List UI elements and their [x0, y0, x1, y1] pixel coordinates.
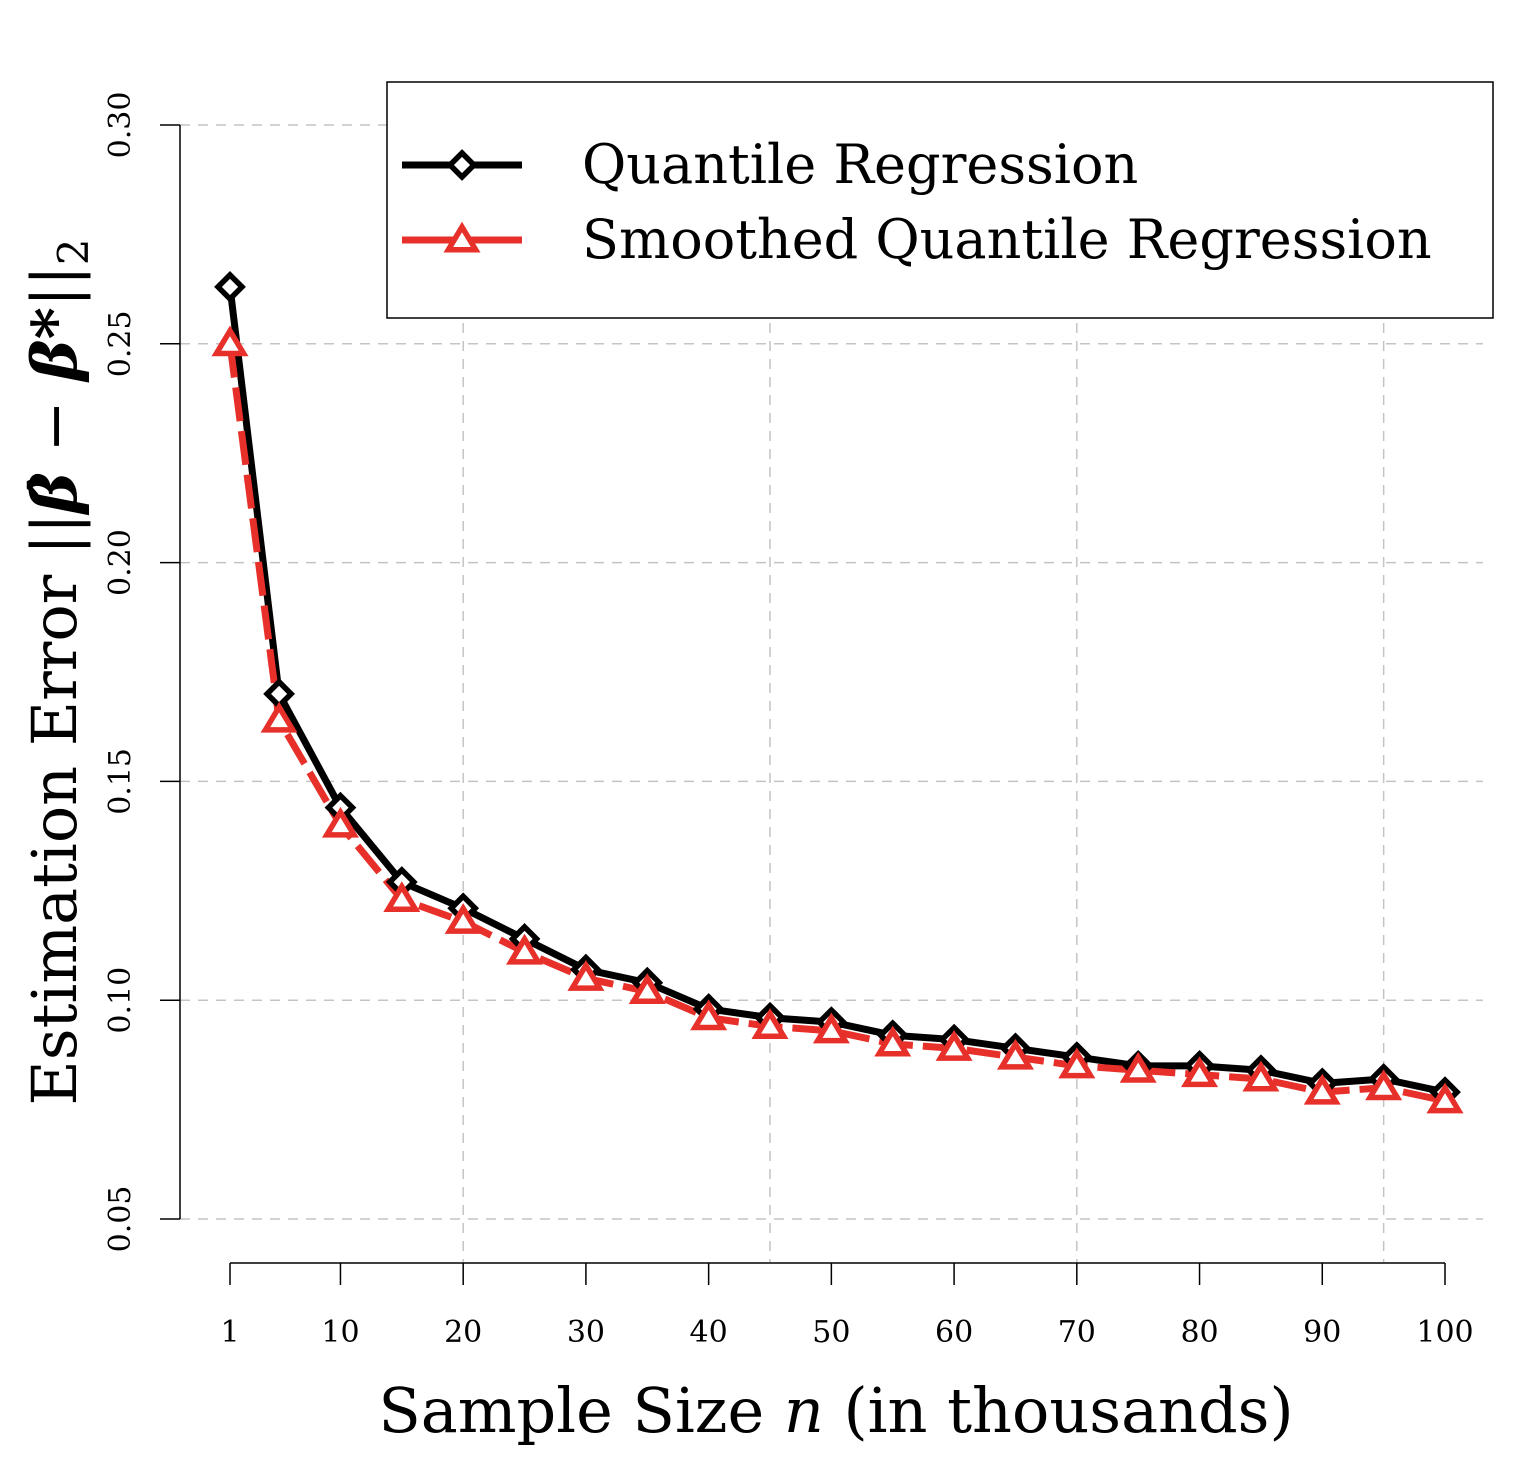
- x-tick-label: 20: [444, 1315, 482, 1350]
- y-tick-label: 0.20: [103, 529, 138, 596]
- triangle-marker: [1365, 1069, 1403, 1101]
- x-tick-label: 40: [690, 1315, 728, 1350]
- series-line-0: [226, 286, 1446, 1096]
- triangle-marker: [260, 701, 298, 733]
- legend-label: Quantile Regression: [582, 133, 1138, 196]
- triangle-marker: [506, 933, 544, 965]
- x-tick-label: 1: [220, 1315, 239, 1350]
- triangle-marker: [628, 973, 666, 1004]
- series-line-1: [226, 343, 1446, 1105]
- triangle-marker: [1181, 1056, 1219, 1088]
- legend-label: Smoothed Quantile Regression: [582, 208, 1432, 271]
- y-axis: 0.05 0.10 0.15 0.20 0.25 0.30: [103, 92, 181, 1253]
- triangle-marker: [996, 1038, 1034, 1070]
- y-tick-label: 0.30: [103, 92, 138, 159]
- y-tick-label: 0.10: [103, 967, 138, 1034]
- triangle-marker: [443, 221, 481, 253]
- triangle-marker: [751, 1008, 789, 1039]
- x-tick-label: 90: [1303, 1315, 1341, 1350]
- series-markers: [211, 271, 1464, 1114]
- triangle-marker: [935, 1029, 973, 1061]
- triangle-marker: [1119, 1051, 1157, 1083]
- x-tick-label: 50: [812, 1315, 850, 1350]
- x-tick-label: 80: [1180, 1315, 1218, 1350]
- triangle-marker: [1242, 1060, 1280, 1092]
- x-tick-label: 30: [567, 1315, 605, 1350]
- diamond-marker: [446, 149, 478, 181]
- triangle-marker: [211, 325, 249, 357]
- triangle-marker: [1303, 1073, 1341, 1105]
- x-tick-label: 10: [321, 1315, 359, 1350]
- triangle-marker: [874, 1025, 912, 1057]
- x-axis: 1 10 20 30 40 50 60 70 80 90 100: [220, 1262, 1474, 1350]
- y-axis-title: Estimation Error ||β̂ − β*||2: [18, 239, 98, 1106]
- triangle-marker: [321, 806, 359, 838]
- y-tick-label: 0.15: [103, 748, 138, 815]
- triangle-marker: [383, 881, 421, 913]
- triangle-marker: [567, 959, 605, 991]
- x-axis-title: Sample Size n (in thousands): [378, 1374, 1293, 1447]
- y-tick-label: 0.25: [103, 310, 138, 377]
- x-tick-label: 100: [1416, 1315, 1473, 1350]
- triangle-marker: [1058, 1047, 1096, 1079]
- diamond-marker: [214, 271, 246, 303]
- y-tick-label: 0.05: [103, 1186, 138, 1253]
- x-tick-label: 70: [1058, 1315, 1096, 1350]
- legend-box: [386, 81, 1494, 319]
- triangle-marker: [1426, 1082, 1464, 1114]
- triangle-marker: [444, 903, 482, 934]
- x-tick-label: 60: [935, 1315, 973, 1350]
- legend: Quantile Regression Smoothed Quantile Reg…: [386, 81, 1494, 319]
- series-lines: [226, 286, 1446, 1105]
- triangle-marker: [812, 1012, 850, 1044]
- triangle-marker: [690, 999, 728, 1031]
